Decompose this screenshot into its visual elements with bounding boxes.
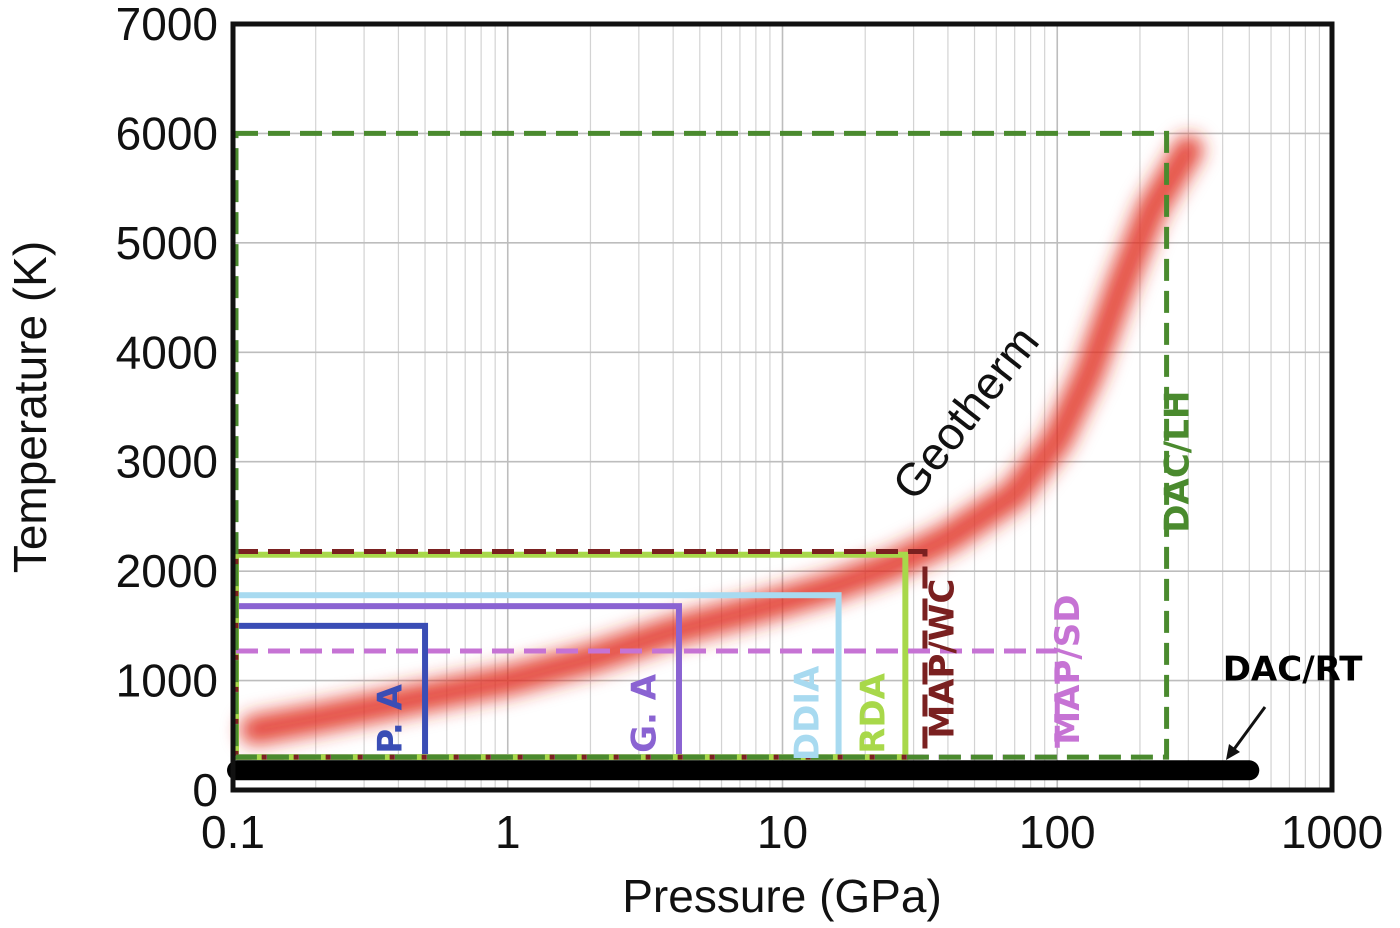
x-axis-title: Pressure (GPa)	[622, 870, 942, 922]
y-tick-label: 7000	[116, 0, 218, 50]
x-tick-label: 100	[1019, 806, 1096, 858]
y-tick-label: 6000	[116, 107, 218, 159]
geotherm-layer	[239, 134, 1204, 745]
x-tick-label: 0.1	[201, 806, 265, 858]
region-labels: P. A G. A DDIA RDA MAP/WC MAP/SD DAC/LH DAC/RT	[370, 391, 1363, 761]
y-tick-label: 2000	[116, 545, 218, 597]
region-label-dac-rt: DAC/RT	[1223, 650, 1364, 690]
region-label-ddia: DDIA	[787, 665, 827, 761]
y-tick-label: 3000	[116, 436, 218, 488]
y-tick-label: 4000	[116, 326, 218, 378]
x-tick-label: 1	[495, 806, 521, 858]
y-tick-label: 5000	[116, 217, 218, 269]
region-label-map-sd: MAP/SD	[1048, 594, 1088, 744]
regions-layer	[227, 130, 1260, 781]
region-label-map-wc: MAP/WC	[923, 579, 963, 739]
dac-rt-arrow	[1226, 706, 1267, 760]
tick-labels: 0.1 1 10 100 1000 0 1000 2000 3000 4000 5000 6000 70…	[116, 0, 1384, 858]
geotherm-band	[239, 134, 1204, 745]
x-tick-label: 10	[757, 806, 808, 858]
region-label-rda: RDA	[854, 672, 894, 753]
y-tick-label: 0	[192, 764, 218, 816]
plot-border	[230, 21, 1335, 793]
region-label-g-a: G. A	[625, 673, 665, 753]
x-tick-label: 1000	[1281, 806, 1383, 858]
y-axis-title: Temperature (K)	[4, 241, 56, 573]
region-dac-lh	[233, 130, 1170, 760]
region-label-dac-lh: DAC/LH	[1157, 391, 1197, 533]
y-tick-label: 1000	[116, 655, 218, 707]
region-label-p-a: P. A	[370, 683, 410, 753]
